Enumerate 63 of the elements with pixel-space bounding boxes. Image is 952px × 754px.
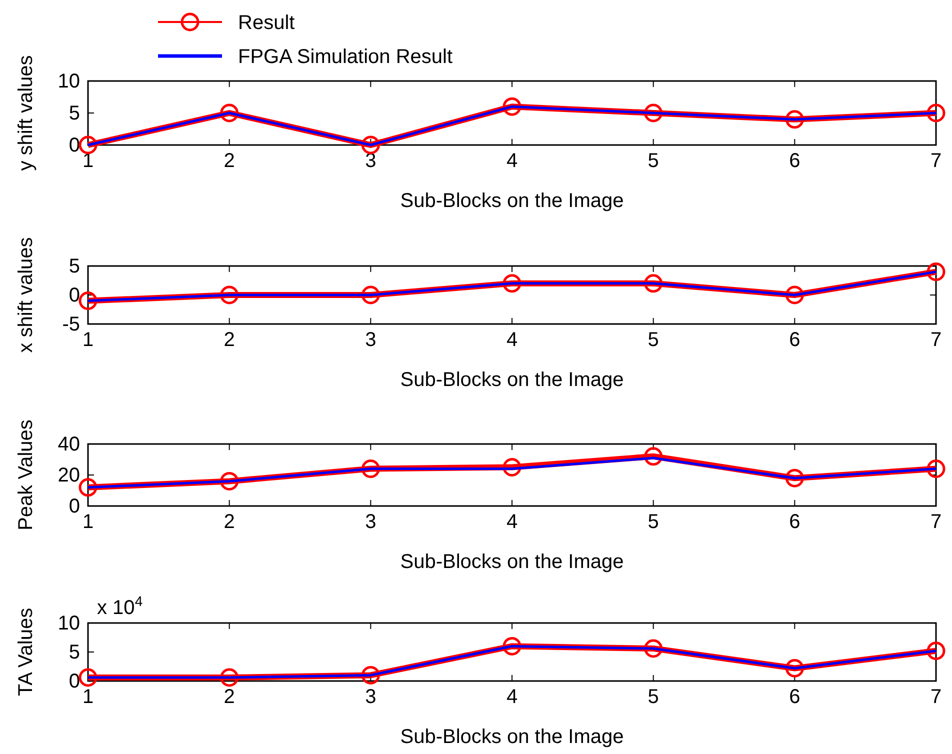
y-axis-title: TA Values — [15, 608, 37, 696]
x-tick-label: 5 — [648, 150, 659, 172]
y-tick-label: -5 — [62, 313, 80, 336]
point — [785, 286, 804, 304]
point — [78, 136, 98, 154]
y-tick-label: 20 — [58, 464, 80, 486]
x-tick-label: 6 — [789, 686, 800, 708]
point — [644, 447, 663, 466]
y-tick-label: 0 — [68, 134, 80, 156]
point — [926, 642, 946, 660]
y-tick-label: 5 — [68, 102, 80, 124]
x-tick-label: 3 — [365, 511, 376, 534]
y-axis-title: y shift values — [15, 55, 37, 171]
x-tick-label: 1 — [82, 686, 94, 708]
point — [78, 292, 98, 310]
point — [78, 668, 98, 687]
y-tick-label: 10 — [58, 612, 80, 634]
x-tick-label: 2 — [224, 329, 235, 352]
point — [785, 468, 804, 488]
y-tick-label: 0 — [68, 284, 80, 306]
x-tick-label: 1 — [82, 329, 94, 352]
x-tick-label: 7 — [930, 329, 942, 352]
x-tick-label: 5 — [648, 329, 659, 352]
y-tick-label: 5 — [68, 641, 80, 664]
y-axis-title: Peak Values — [15, 420, 37, 530]
x-tick-label: 4 — [506, 150, 518, 172]
x-tick-label: 3 — [365, 686, 376, 708]
point — [926, 460, 946, 478]
x-tick-label: 3 — [365, 329, 376, 352]
legend-label: Result — [238, 12, 296, 34]
x-axis-title: Sub-Blocks on the Image — [400, 551, 624, 573]
point — [926, 262, 946, 282]
x-tick-label: 1 — [82, 511, 94, 534]
y-axis-title: x shift values — [15, 237, 37, 353]
point — [220, 104, 239, 122]
x-tick-label: 2 — [224, 511, 235, 534]
point — [361, 136, 380, 154]
x-tick-label: 6 — [789, 150, 800, 172]
text: x 10$^{4}$ — [97, 593, 143, 619]
x-tick-label: 4 — [506, 329, 518, 352]
x-tick-label: 5 — [648, 686, 659, 708]
point — [78, 478, 98, 497]
x-tick-label: 1 — [82, 150, 94, 172]
x-tick-label: 2 — [224, 686, 235, 708]
x-axis-title: Sub-Blocks on the Image — [400, 369, 624, 391]
x-tick-label: 7 — [930, 150, 942, 172]
y-tick-label: 0 — [68, 495, 80, 518]
legend-label: FPGA Simulation Result — [238, 46, 453, 68]
x-tick-label: 7 — [930, 686, 942, 708]
x-axis-title: Sub-Blocks on the Image — [400, 726, 624, 748]
x-tick-label: 7 — [930, 511, 942, 534]
x-tick-label: 2 — [224, 150, 235, 172]
x-tick-label: 4 — [506, 686, 518, 708]
x-tick-label: 6 — [789, 329, 800, 352]
point — [926, 104, 946, 122]
x-axis-title: Sub-Blocks on the Image — [400, 190, 624, 212]
x-tick-label: 5 — [648, 511, 659, 534]
y-tick-label: 10 — [58, 70, 80, 92]
x-tick-label: 6 — [789, 511, 800, 534]
y-tick-label: 0 — [68, 670, 80, 692]
x-tick-label: 4 — [506, 511, 518, 534]
y-tick-label: 40 — [58, 433, 80, 456]
y-tick-label: 5 — [68, 255, 80, 278]
